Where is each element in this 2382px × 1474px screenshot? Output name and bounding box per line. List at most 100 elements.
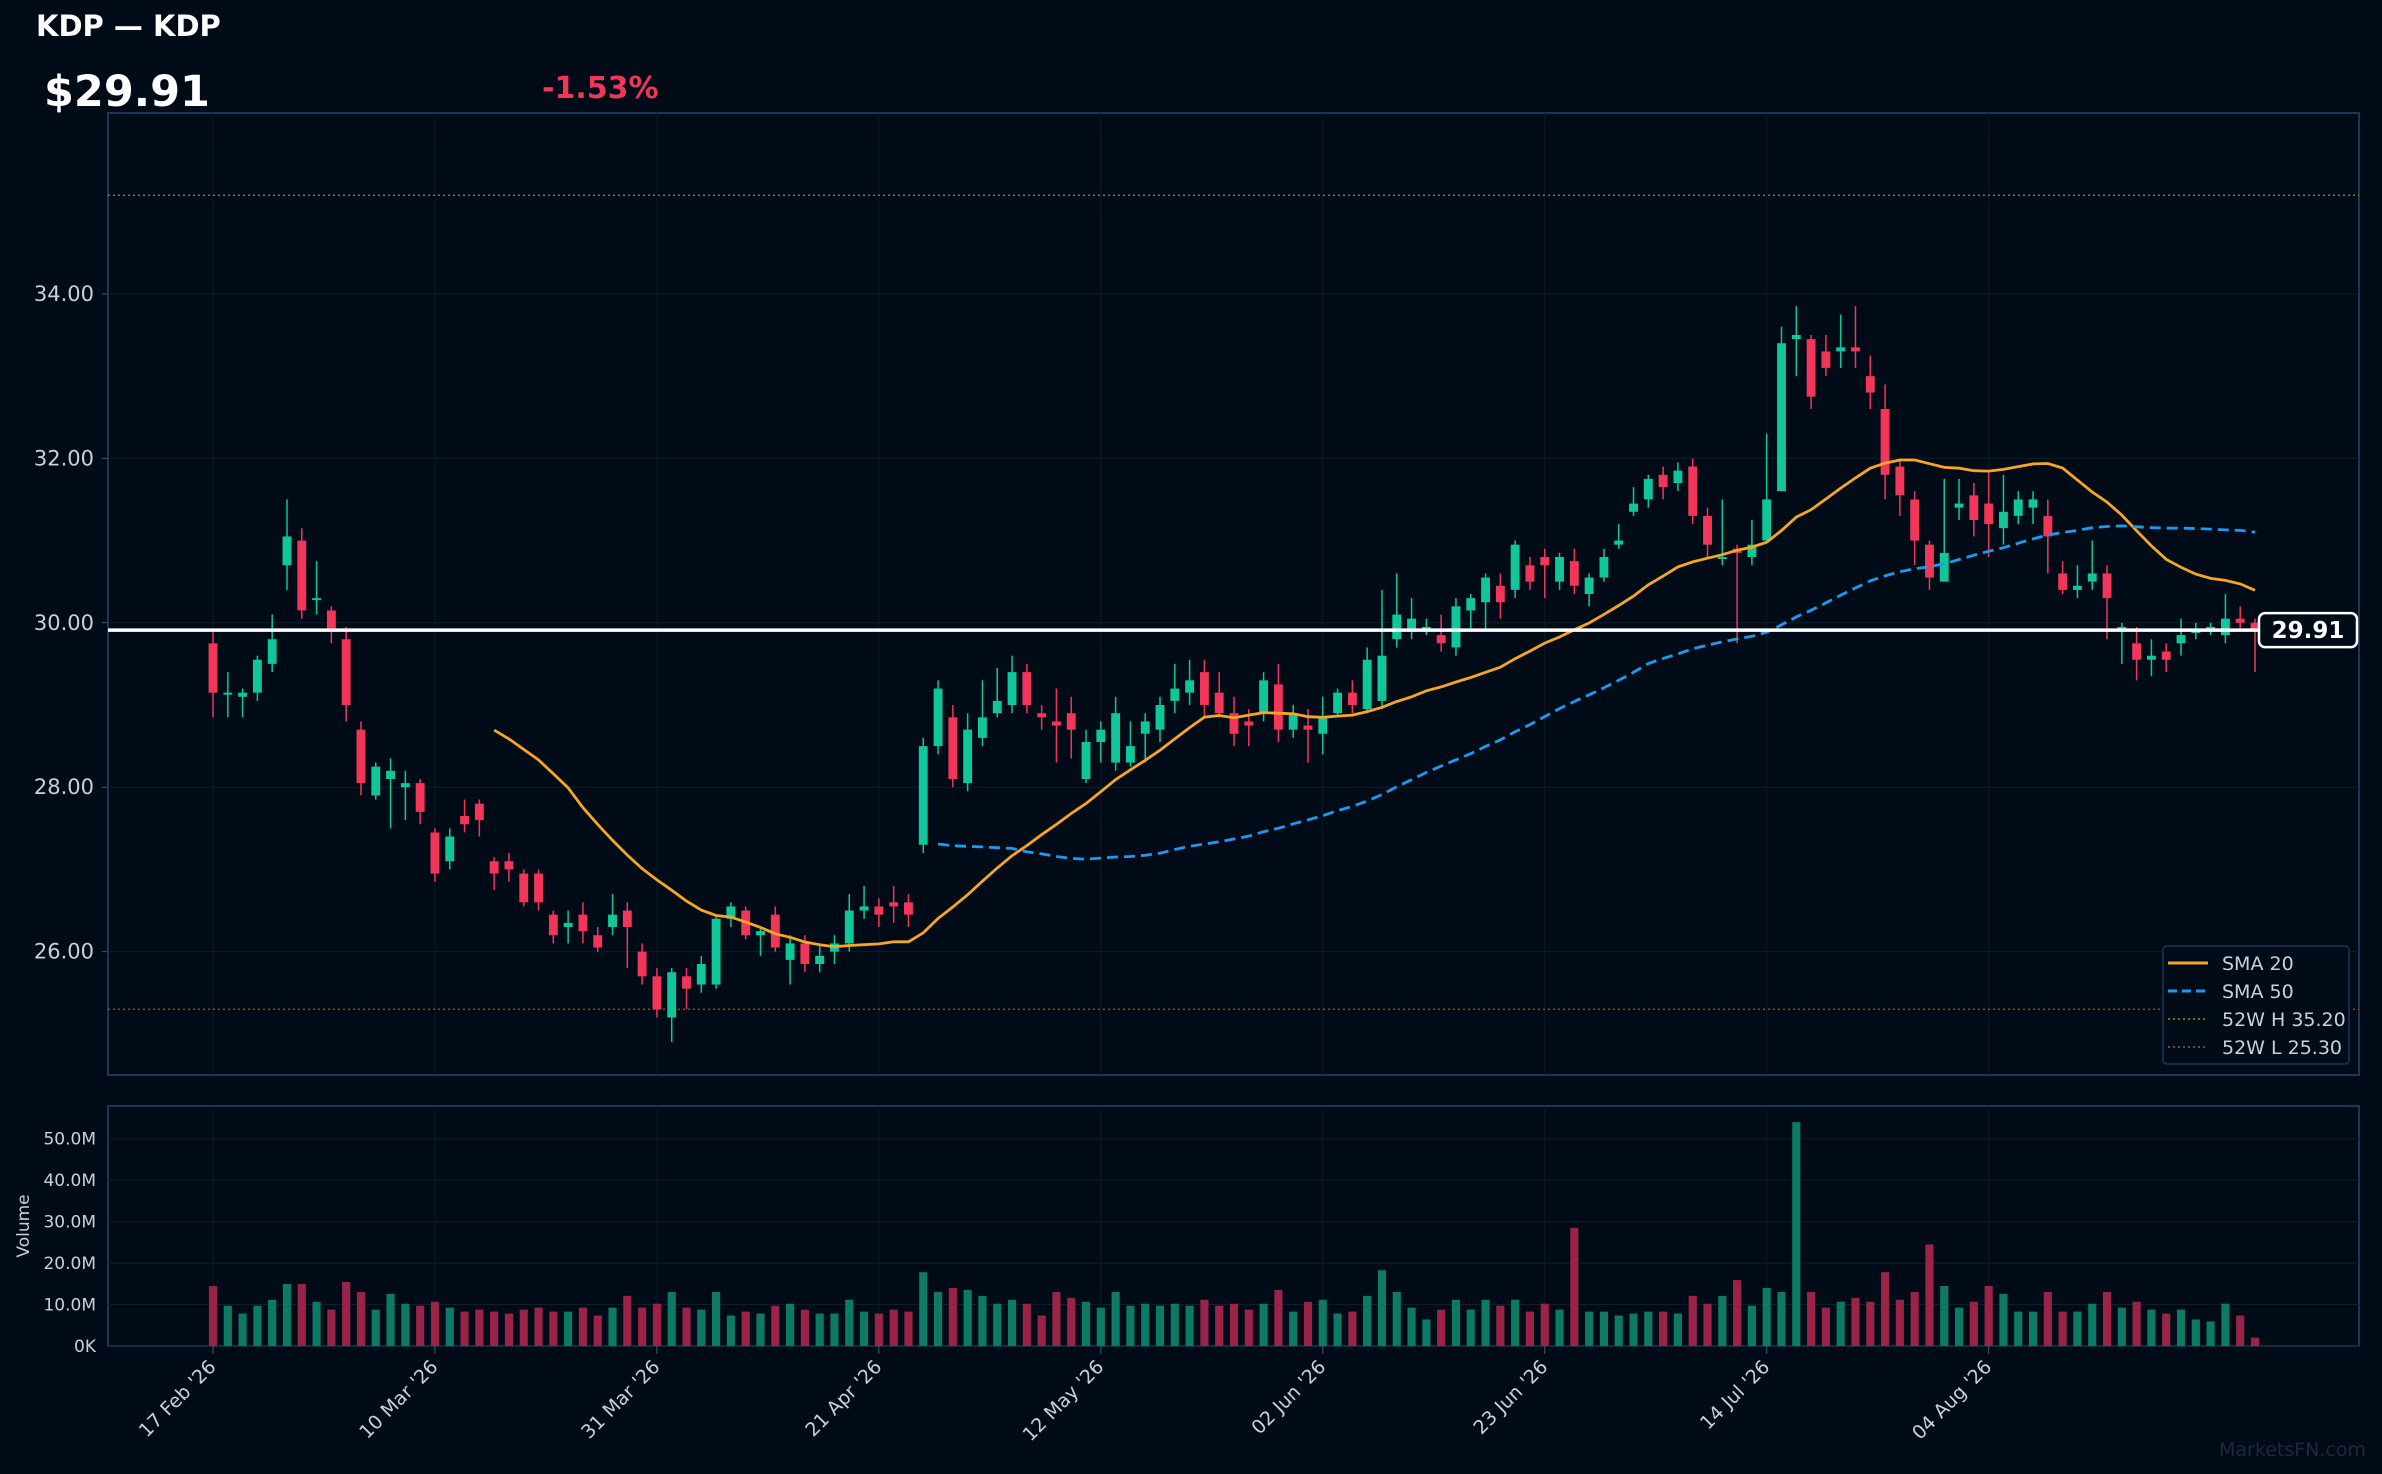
volume-bar xyxy=(1259,1303,1268,1346)
candle xyxy=(548,910,558,944)
candle xyxy=(356,721,366,796)
x-tick-label: 21 Apr '26 xyxy=(801,1356,886,1441)
volume-bar xyxy=(208,1285,218,1346)
candle-body xyxy=(1569,561,1579,586)
volume-bar xyxy=(1318,1299,1327,1346)
candle xyxy=(2058,561,2068,594)
candle-body xyxy=(1510,544,1520,590)
candle xyxy=(1569,548,1579,594)
volume-bar xyxy=(1910,1291,1919,1346)
candle-body xyxy=(933,688,943,747)
volume-bar xyxy=(2014,1311,2023,1346)
price-tick-label: 32.00 xyxy=(34,446,94,470)
volume-bar xyxy=(1807,1291,1816,1346)
candle xyxy=(1984,470,1994,557)
candle-body xyxy=(2013,499,2023,516)
volume-bar xyxy=(1289,1311,1298,1346)
candle-body xyxy=(1407,618,1417,631)
candle-body xyxy=(474,803,484,821)
volume-bar xyxy=(2221,1303,2230,1346)
candle-body xyxy=(1347,692,1357,705)
volume-bar xyxy=(1836,1301,1845,1346)
candle-body xyxy=(859,906,869,911)
candle xyxy=(889,885,899,923)
candle-body xyxy=(282,536,292,566)
volume-bar xyxy=(623,1295,632,1346)
candle-body xyxy=(1954,503,1964,508)
candle xyxy=(770,906,780,952)
candle-body xyxy=(1436,635,1446,644)
volume-bar xyxy=(786,1303,795,1346)
volume-bar xyxy=(504,1313,514,1346)
candle xyxy=(341,626,351,722)
x-tick-label: 14 Jul '26 xyxy=(1696,1356,1774,1434)
candle-body xyxy=(1791,335,1801,340)
candle-body xyxy=(1362,659,1372,710)
candle-body xyxy=(1185,680,1195,693)
volume-bar xyxy=(1037,1315,1046,1346)
volume-bar xyxy=(1377,1270,1387,1346)
candle-body xyxy=(371,766,381,796)
candle xyxy=(489,857,499,890)
candle-body xyxy=(2176,635,2186,644)
candle-body xyxy=(2191,631,2201,633)
candle xyxy=(2013,491,2023,525)
volume-bar xyxy=(1555,1309,1564,1346)
candle xyxy=(1481,573,1490,631)
volume-bar xyxy=(771,1305,780,1346)
candle xyxy=(1436,614,1446,652)
volume-bar xyxy=(1007,1299,1017,1346)
volume-bar xyxy=(904,1311,913,1346)
watermark: MarketsFN.com xyxy=(2219,1439,2366,1461)
candle-body xyxy=(1969,495,1979,520)
candle xyxy=(637,943,647,985)
candle xyxy=(696,955,706,993)
price-tick-label: 30.00 xyxy=(34,611,94,635)
volume-bar xyxy=(2102,1291,2112,1346)
candle xyxy=(652,968,662,1018)
candle xyxy=(1643,474,1653,508)
volume-bar xyxy=(2236,1315,2245,1346)
volume-tick-label: 40.0M xyxy=(43,1171,96,1191)
volume-bar xyxy=(1466,1309,1475,1346)
candle-body xyxy=(1540,557,1550,566)
volume-bar xyxy=(2250,1337,2260,1346)
candle-body xyxy=(460,816,469,825)
x-tick-label: 31 Mar '26 xyxy=(577,1356,664,1443)
volume-bar xyxy=(430,1301,440,1346)
candle-body xyxy=(770,914,780,948)
candle xyxy=(711,914,721,989)
volume-tick-label: 50.0M xyxy=(43,1130,96,1150)
volume-bar xyxy=(2117,1307,2126,1346)
volume-bar xyxy=(1895,1299,1904,1346)
candle xyxy=(238,688,248,718)
candle xyxy=(415,779,425,825)
candle xyxy=(1096,721,1106,763)
candle-body xyxy=(1199,672,1209,705)
candle-body xyxy=(918,746,928,845)
volume-bar xyxy=(1718,1295,1727,1346)
candle-body xyxy=(1821,351,1831,368)
candle xyxy=(1821,335,1831,377)
candle-body xyxy=(386,770,396,779)
volume-bar xyxy=(534,1307,543,1346)
volume-bar xyxy=(889,1309,898,1346)
candle xyxy=(386,758,396,829)
candle-body xyxy=(1555,557,1564,582)
volume-bar xyxy=(1954,1307,1964,1346)
candle-body xyxy=(2087,573,2097,582)
candle xyxy=(1333,688,1343,718)
candle xyxy=(1229,696,1239,747)
chart-legend: SMA 20 SMA 50 52W H 35.20 52W L 25.30 xyxy=(2162,945,2350,1065)
candle xyxy=(1703,507,1712,557)
candle xyxy=(2250,618,2260,673)
candle-body xyxy=(1333,692,1343,714)
volume-bar xyxy=(933,1291,943,1346)
volume-bar xyxy=(1407,1307,1416,1346)
candle-body xyxy=(1880,409,1890,475)
last-price-label: 29.91 xyxy=(2272,618,2345,644)
candle-body xyxy=(622,910,632,927)
candle-body xyxy=(1851,347,1860,352)
volume-bar xyxy=(1022,1303,1031,1346)
sma50-line xyxy=(937,524,2256,861)
